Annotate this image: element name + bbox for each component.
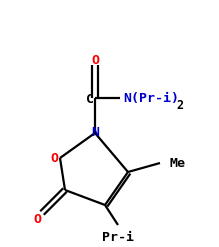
Text: O: O <box>50 151 58 165</box>
Text: Pr-i: Pr-i <box>102 230 134 244</box>
Text: 2: 2 <box>177 99 184 111</box>
Text: N: N <box>91 125 99 139</box>
Text: O: O <box>91 54 99 66</box>
Text: N(Pr-i): N(Pr-i) <box>123 91 179 104</box>
Text: O: O <box>33 212 41 226</box>
Text: Me: Me <box>170 157 186 169</box>
Text: C: C <box>86 92 94 105</box>
